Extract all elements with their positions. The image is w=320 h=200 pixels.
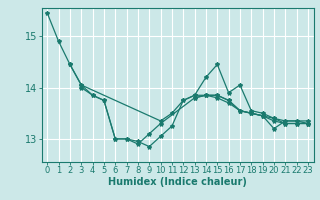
X-axis label: Humidex (Indice chaleur): Humidex (Indice chaleur) [108,177,247,187]
